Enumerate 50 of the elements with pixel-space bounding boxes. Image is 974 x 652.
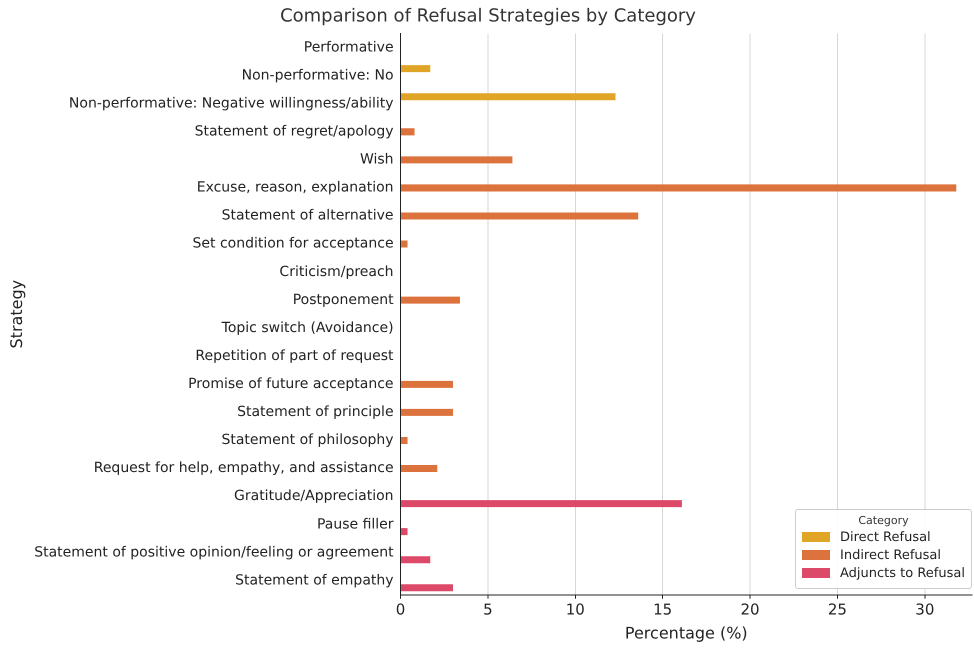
x-tick-label: 15 [653, 600, 672, 619]
bar [401, 408, 453, 416]
y-tick-label: Set condition for acceptance [192, 236, 394, 252]
bar [401, 500, 682, 508]
bar [401, 296, 460, 304]
y-tick-label: Postponement [292, 292, 394, 308]
bar [401, 380, 453, 388]
bar [401, 128, 415, 136]
x-tick-label: 5 [483, 600, 493, 619]
bar [401, 240, 408, 248]
y-tick-label: Non-performative: Negative willingness/ability [68, 95, 394, 112]
y-axis-title: Strategy [6, 280, 26, 348]
bar [401, 465, 438, 472]
legend-title: Category [857, 514, 910, 527]
y-tick-label: Statement of principle [237, 404, 394, 420]
legend-label: Adjuncts to Refusal [840, 566, 965, 581]
x-tick-label: 30 [915, 600, 934, 619]
bar [401, 212, 638, 220]
bar [401, 65, 430, 72]
bar [401, 184, 956, 192]
x-axis-title: Percentage (%) [624, 624, 748, 643]
x-tick-label: 25 [828, 600, 847, 619]
chart-title: Comparison of Refusal Strategies by Category [280, 5, 696, 26]
bar [401, 556, 430, 564]
y-tick-label: Non-performative: No [242, 67, 394, 84]
y-tick-label: Statement of alternative [222, 208, 394, 224]
y-tick-label: Gratitude/Appreciation [234, 488, 394, 504]
y-tick-label: Statement of positive opinion/feeling or agreement [34, 544, 394, 560]
y-tick-label: Topic switch (Avoidance) [220, 320, 394, 336]
y-tick-label: Pause filler [316, 516, 394, 532]
y-tick-label: Statement of regret/apology [194, 123, 394, 140]
y-tick-label: Performative [304, 39, 394, 56]
y-tick-label: Repetition of part of request [195, 348, 394, 364]
y-tick-label: Criticism/preach [279, 264, 394, 280]
y-tick-label: Statement of philosophy [221, 432, 394, 448]
legend-label: Indirect Refusal [840, 548, 941, 563]
legend-label: Direct Refusal [840, 530, 931, 545]
x-tick-label: 0 [396, 600, 406, 619]
bar [401, 156, 512, 164]
y-tick-label: Request for help, empathy, and assistance [94, 460, 394, 476]
x-tick-label: 10 [566, 600, 585, 619]
y-tick-label: Promise of future acceptance [188, 376, 394, 392]
y-tick-label: Excuse, reason, explanation [196, 180, 394, 196]
bar [401, 93, 616, 100]
bar [401, 436, 408, 444]
x-tick-label: 20 [740, 600, 760, 619]
y-tick-label: Statement of empathy [235, 572, 394, 588]
bar [401, 528, 408, 536]
y-tick-label: Wish [360, 152, 394, 168]
bar [401, 584, 453, 592]
